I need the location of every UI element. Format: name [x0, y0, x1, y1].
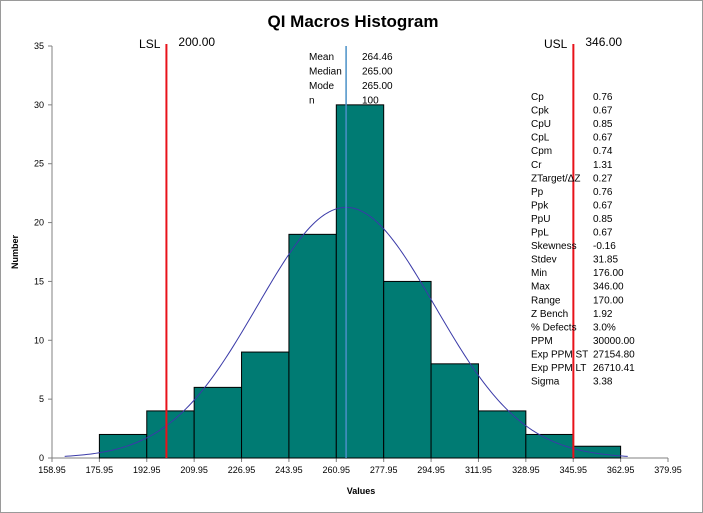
stat-mode-label: Mode: [309, 81, 334, 92]
y-axis-title: Number: [10, 235, 20, 270]
stat-cpl-value: 0.67: [593, 133, 613, 144]
y-tick-label-3: 15: [34, 276, 44, 286]
stat-sigma-value: 3.38: [593, 377, 613, 388]
stat-skewness-value: -0.16: [593, 241, 616, 252]
stat-ztarget-z-value: 0.27: [593, 173, 613, 184]
stat-cp-label: Cp: [531, 92, 544, 103]
stat-mode-value: 265.00: [362, 81, 393, 92]
stat-median-value: 265.00: [362, 67, 393, 78]
stat-ppu-value: 0.85: [593, 214, 613, 225]
chart-title: QI Macros Histogram: [268, 12, 439, 31]
stat-cpk-label: Cpk: [531, 106, 550, 117]
stat-ppl-value: 0.67: [593, 228, 613, 239]
stat-ppl-label: PpL: [531, 228, 549, 239]
stat-max-label: Max: [531, 282, 550, 293]
stat-cp-value: 0.76: [593, 92, 613, 103]
stat-ztarget-z-label: ZTarget/ΔZ: [531, 173, 580, 184]
y-tick-label-1: 5: [39, 394, 44, 404]
x-tick-label-12: 362.95: [607, 465, 635, 475]
y-tick-label-7: 35: [34, 41, 44, 51]
stat-pp-value: 0.76: [593, 187, 613, 198]
histogram-bar-2: [193, 386, 243, 459]
stat-exp-ppm-st-value: 27154.80: [593, 349, 635, 360]
stat-ppm-value: 30000.00: [593, 336, 635, 347]
histogram-bar-8: [477, 410, 527, 459]
lsl-label: LSL: [139, 37, 161, 51]
stat-ppk-label: Ppk: [531, 200, 549, 211]
histogram-bar-6: [383, 280, 432, 459]
y-tick-label-5: 25: [34, 159, 44, 169]
stat-pp-label: Pp: [531, 187, 544, 198]
stat-exp-ppm-lt-value: 26710.41: [593, 363, 635, 374]
x-tick-label-4: 226.95: [228, 465, 256, 475]
y-tick-label-6: 30: [34, 100, 44, 110]
histogram-bar-7: [430, 363, 479, 459]
stat-sigma-label: Sigma: [531, 377, 560, 388]
x-tick-label-10: 328.95: [512, 465, 540, 475]
stat-range-value: 170.00: [593, 295, 624, 306]
y-tick-label-2: 10: [34, 335, 44, 345]
stat-n-label: n: [309, 96, 315, 107]
stat-median-label: Median: [309, 67, 342, 78]
stat-n-value: 100: [362, 96, 379, 107]
stat-mean-label: Mean: [309, 52, 334, 63]
y-tick-label-0: 0: [39, 453, 44, 463]
stat-z-bench-label: Z Bench: [531, 309, 568, 320]
stat-min-label: Min: [531, 268, 547, 279]
stat-exp-ppm-lt-label: Exp PPM LT: [531, 363, 586, 374]
stat-cpm-value: 0.74: [593, 146, 613, 157]
x-tick-label-5: 243.95: [275, 465, 303, 475]
histogram-bar-4: [288, 233, 337, 459]
stat-ppm-label: PPM: [531, 336, 553, 347]
stat-stdev-value: 31.85: [593, 255, 618, 266]
stat-defects-label: % Defects: [531, 322, 577, 333]
usl-label: USL: [544, 37, 568, 51]
stat-cpl-label: CpL: [531, 133, 550, 144]
stat-cr-value: 1.31: [593, 160, 613, 171]
x-tick-label-1: 175.95: [86, 465, 114, 475]
y-tick-label-4: 20: [34, 218, 44, 228]
stat-cpm-label: Cpm: [531, 146, 552, 157]
x-tick-label-2: 192.95: [133, 465, 161, 475]
x-tick-label-11: 345.95: [559, 465, 587, 475]
x-tick-label-8: 294.95: [417, 465, 445, 475]
x-tick-label-6: 260.95: [323, 465, 351, 475]
x-tick-label-7: 277.95: [370, 465, 398, 475]
stat-max-value: 346.00: [593, 282, 624, 293]
histogram-bar-3: [241, 351, 290, 459]
x-tick-label-3: 209.95: [180, 465, 208, 475]
stat-skewness-label: Skewness: [531, 241, 577, 252]
x-tick-label-13: 379.95: [654, 465, 682, 475]
stat-defects-value: 3.0%: [593, 322, 616, 333]
usl-value-label: 346.00: [585, 35, 622, 49]
stat-range-label: Range: [531, 295, 561, 306]
stat-cpk-value: 0.67: [593, 106, 613, 117]
stat-stdev-label: Stdev: [531, 255, 557, 266]
x-tick-label-9: 311.95: [465, 465, 492, 475]
histogram-bar-1: [146, 410, 195, 459]
stat-exp-ppm-st-label: Exp PPM ST: [531, 349, 588, 360]
histogram-bar-5: [335, 104, 385, 459]
x-axis-title: Values: [347, 486, 376, 496]
x-tick-label-0: 158.95: [38, 465, 66, 475]
plot-area: 0 5 10 15 20 25 30 35 158.95 175.95 192.95 209.95 22…: [34, 35, 682, 475]
stat-z-bench-value: 1.92: [593, 309, 613, 320]
histogram-bar-10: [572, 445, 622, 459]
histogram-bar-0: [98, 433, 148, 459]
stat-cpu-value: 0.85: [593, 119, 613, 130]
lsl-value-label: 200.00: [178, 35, 215, 49]
stat-ppu-label: PpU: [531, 214, 550, 225]
stat-cpu-label: CpU: [531, 119, 551, 130]
stat-ppk-value: 0.67: [593, 200, 613, 211]
stat-min-value: 176.00: [593, 268, 624, 279]
stat-cr-label: Cr: [531, 160, 542, 171]
stat-mean-value: 264.46: [362, 52, 393, 63]
